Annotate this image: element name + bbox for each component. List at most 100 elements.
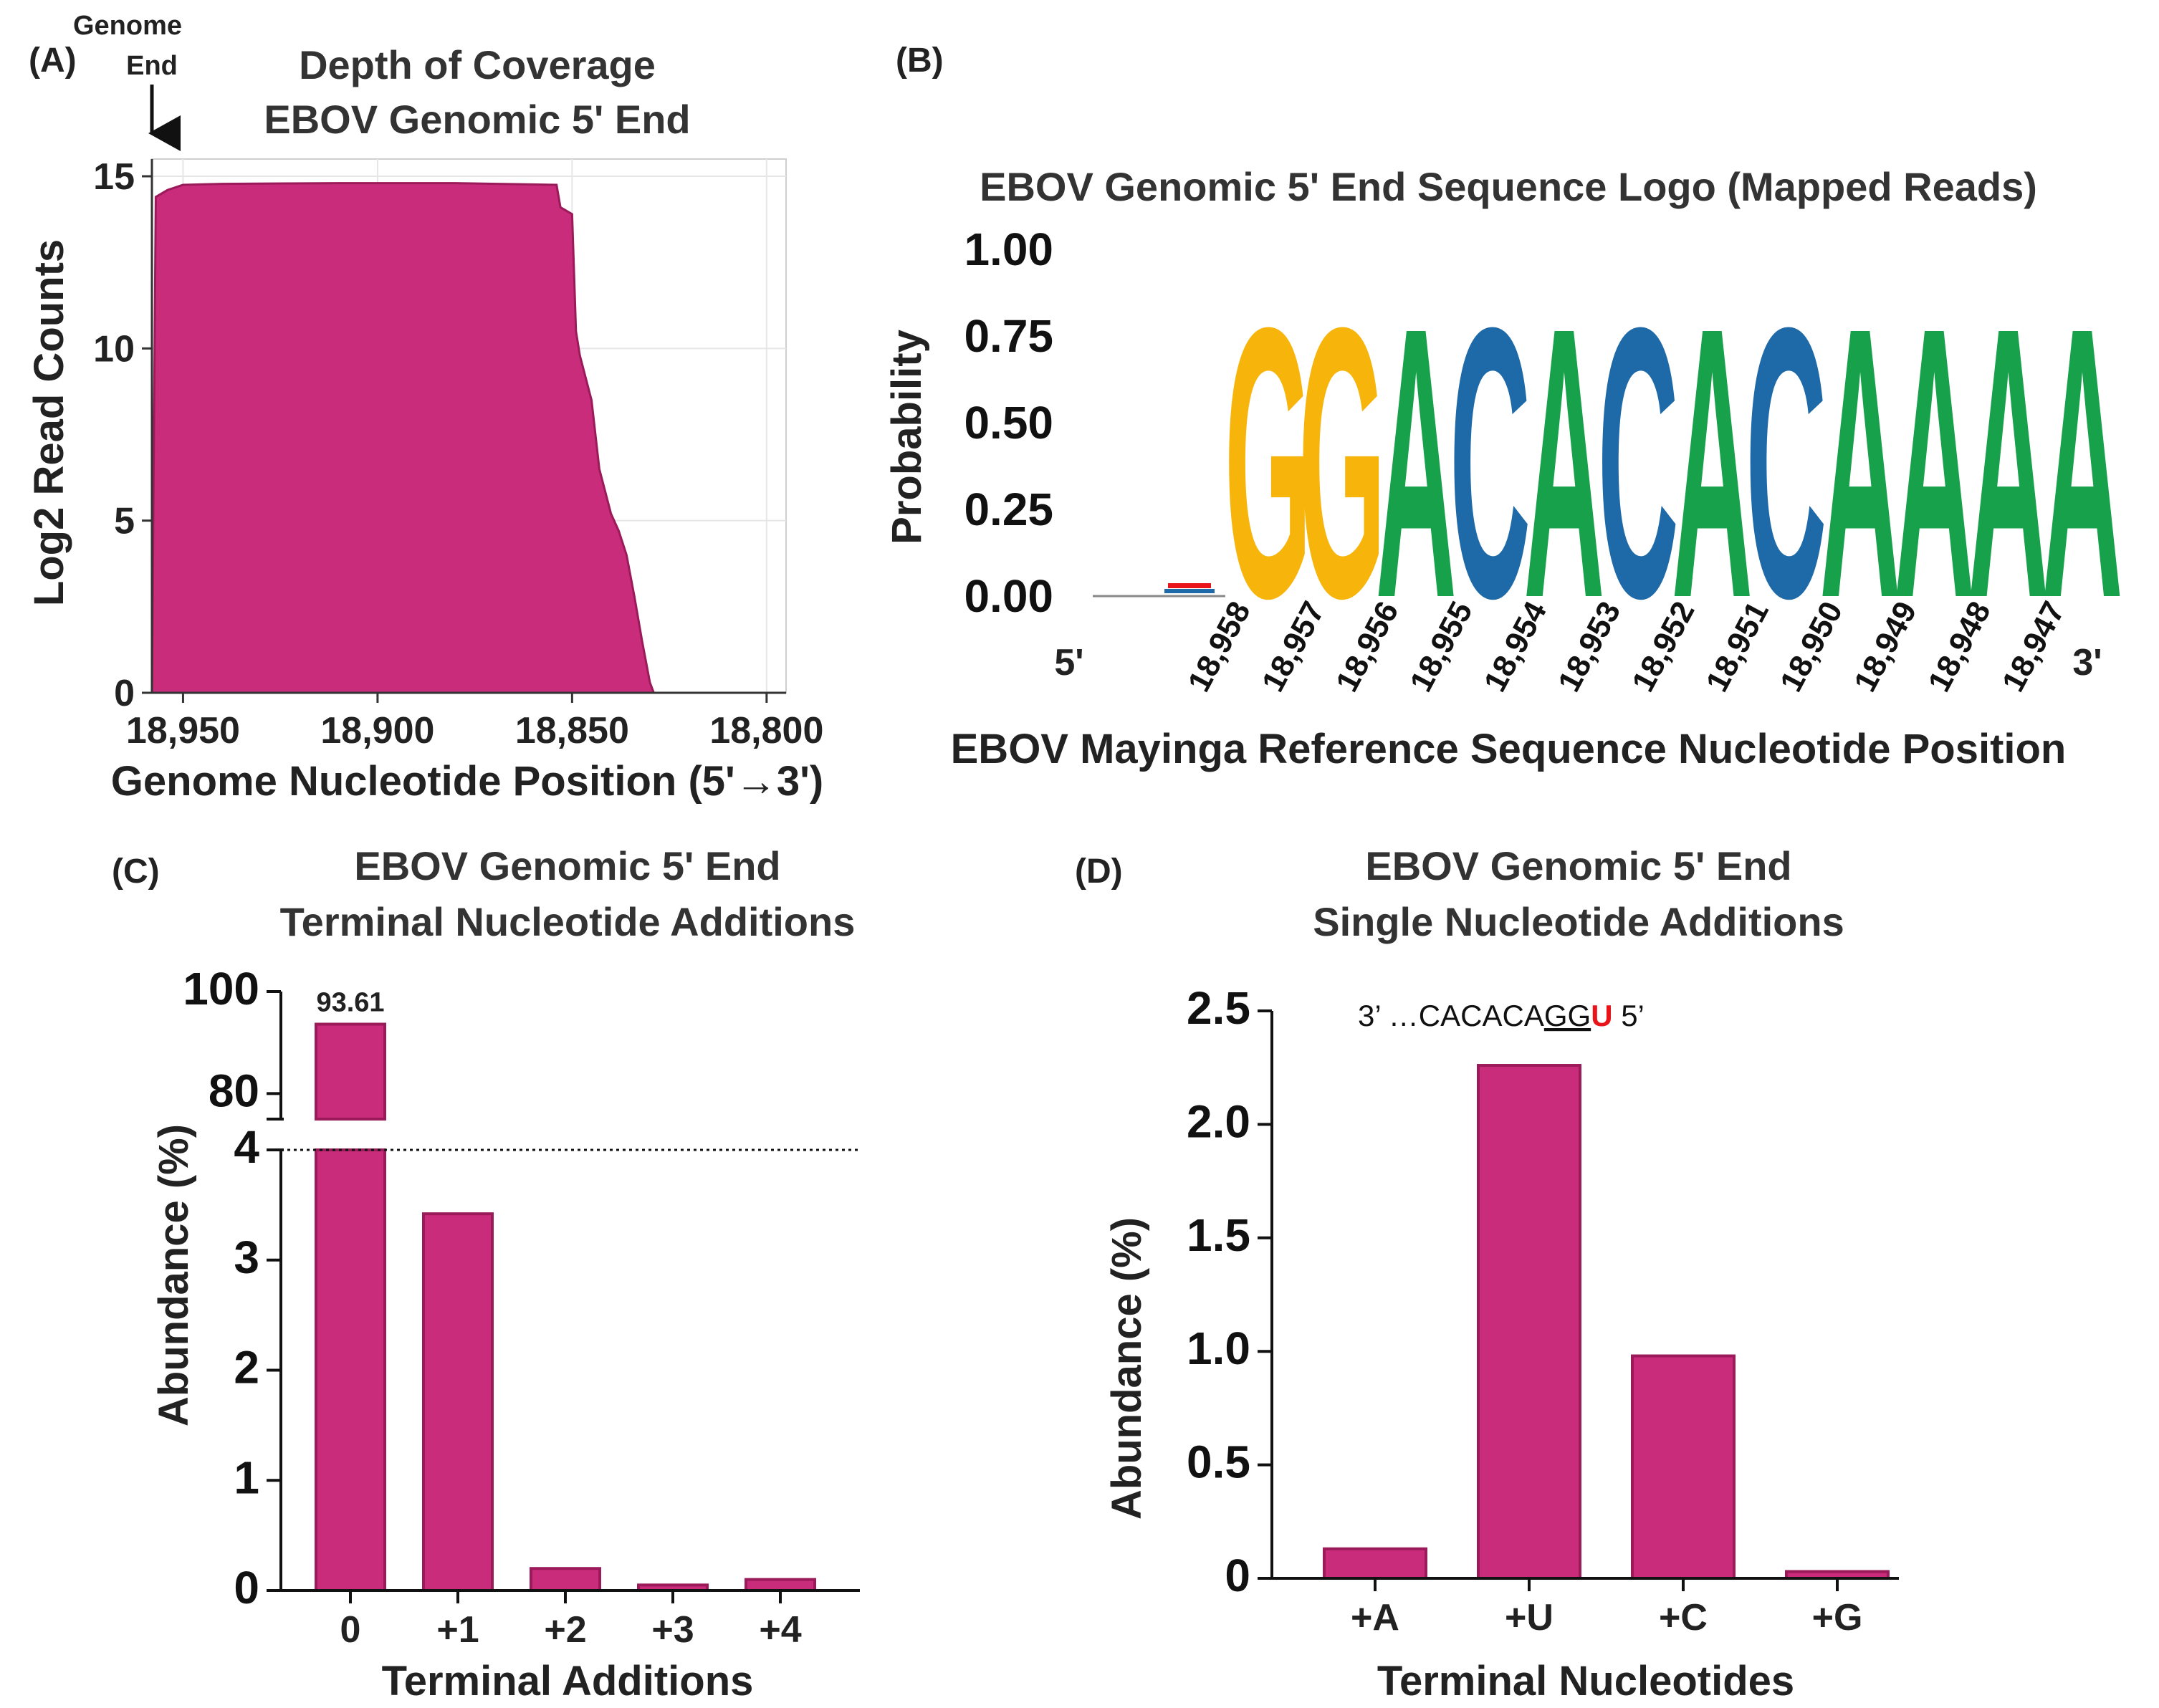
panel-c-y-axis-title: Abundance (%) bbox=[150, 1124, 197, 1426]
panel-b-title: EBOV Genomic 5' End Sequence Logo (Mappe… bbox=[980, 164, 2037, 209]
y-tick-label: 2 bbox=[234, 1342, 259, 1393]
logo-letter-U-small bbox=[1168, 583, 1211, 588]
panel-a-y-axis-title: Log2 Read Counts bbox=[26, 239, 72, 606]
logo-glyph: A bbox=[1894, 247, 1975, 678]
panel-c-title-line1: EBOV Genomic 5' End bbox=[354, 843, 780, 888]
three-prime-label: 3' bbox=[2072, 642, 2102, 683]
y-tick-label: 0 bbox=[234, 1562, 259, 1613]
bar-+4 bbox=[745, 1578, 816, 1592]
panel-c-title-line2: Terminal Nucleotide Additions bbox=[280, 899, 856, 944]
logo-glyph: G bbox=[1298, 247, 1386, 678]
panel-a-ticks: 0 5 10 15 18,950 18,900 18,850 18,800 bbox=[93, 156, 823, 752]
y-tick-label: 5 bbox=[114, 501, 135, 542]
logo-glyph: C bbox=[1450, 247, 1531, 678]
logo-pre-positions bbox=[1093, 583, 1225, 598]
y-tick-label: 4 bbox=[234, 1121, 259, 1173]
logo-letter-A: A bbox=[1672, 247, 1753, 678]
bar-+1 bbox=[422, 1212, 494, 1593]
bar-+U bbox=[1477, 1064, 1581, 1580]
logo-letter-C: C bbox=[1746, 247, 1827, 678]
logo-glyph: A bbox=[1376, 247, 1457, 678]
logo-letter-C: C bbox=[1598, 247, 1679, 678]
bar-+2 bbox=[530, 1567, 601, 1592]
panel-d-y-axis-title: Abundance (%) bbox=[1104, 1217, 1150, 1520]
y-tick-label: 3 bbox=[234, 1232, 259, 1283]
panel-label-a: (A) bbox=[29, 42, 77, 80]
y-tick-label: 10 bbox=[93, 328, 135, 370]
bar-value-label: 93.61 bbox=[316, 987, 384, 1017]
panel-a: (A) Genome End Depth of Coverage EBOV Ge… bbox=[26, 11, 823, 805]
logo-glyph: C bbox=[1598, 247, 1679, 678]
x-tick-label: 0 bbox=[340, 1609, 361, 1651]
y-tick-label: 15 bbox=[93, 156, 135, 198]
x-tick-label: +1 bbox=[436, 1609, 479, 1651]
y-tick-label: 0.00 bbox=[964, 570, 1053, 622]
x-tick-label: +3 bbox=[651, 1609, 694, 1651]
bar-0 bbox=[315, 1148, 386, 1592]
panel-label-d: (D) bbox=[1075, 853, 1123, 891]
panel-d-bars: +A +U +C +G bbox=[1323, 1064, 1890, 1639]
genome-end-label-line1: Genome bbox=[73, 11, 182, 41]
sequence-annotation: 3’ …CACACAGGU 5’ bbox=[1358, 999, 1645, 1032]
logo-glyph: A bbox=[1968, 247, 2049, 678]
panel-a-title-line1: Depth of Coverage bbox=[299, 42, 656, 87]
logo-letter-A: A bbox=[1894, 247, 1975, 678]
logo-letter-G: G bbox=[1298, 247, 1386, 678]
panel-a-title-line2: EBOV Genomic 5' End bbox=[264, 97, 690, 142]
x-tick-label: +G bbox=[1812, 1597, 1863, 1639]
y-tick-label: 0 bbox=[1225, 1550, 1250, 1601]
y-tick-label: 2.5 bbox=[1187, 982, 1250, 1034]
y-tick-label: 0 bbox=[114, 673, 135, 714]
x-tick-label: 18,900 bbox=[320, 710, 434, 752]
panel-d-title-line2: Single Nucleotide Additions bbox=[1313, 899, 1844, 944]
logo-letter-A: A bbox=[1376, 247, 1457, 678]
logo-letter-A: A bbox=[1968, 247, 2049, 678]
panel-c-x-axis-title: Terminal Additions bbox=[382, 1658, 754, 1704]
y-tick-label: 0.50 bbox=[964, 397, 1053, 448]
bar-+A bbox=[1323, 1547, 1427, 1580]
genome-end-label-line2: End bbox=[126, 51, 178, 81]
coverage-area bbox=[150, 182, 656, 694]
panel-d-title-line1: EBOV Genomic 5' End bbox=[1365, 843, 1791, 888]
panel-c: (C) EBOV Genomic 5' End Terminal Nucleot… bbox=[112, 843, 860, 1704]
panel-d: (D) EBOV Genomic 5' End Single Nucleotid… bbox=[1075, 843, 1899, 1704]
panel-label-b: (B) bbox=[896, 42, 944, 80]
y-tick-label: 0.25 bbox=[964, 484, 1053, 535]
y-tick-label: 2.0 bbox=[1187, 1095, 1250, 1147]
panel-b-ticks: 0.00 0.25 0.50 0.75 1.00 bbox=[964, 224, 1053, 622]
logo-glyph: A bbox=[1672, 247, 1753, 678]
logo-glyph: A bbox=[2041, 247, 2122, 678]
x-tick-label: +2 bbox=[544, 1609, 586, 1651]
logo-letter-G: G bbox=[1225, 247, 1312, 678]
logo-letter-A: A bbox=[2041, 247, 2122, 678]
panel-a-axes bbox=[150, 159, 786, 694]
y-tick-label: 1.0 bbox=[1187, 1323, 1250, 1374]
bar-0-upper bbox=[315, 1022, 386, 1121]
x-tick-label: +U bbox=[1505, 1597, 1554, 1639]
panel-c-axes: 0 1 2 3 480 100 bbox=[183, 963, 860, 1613]
x-tick-label: 18,800 bbox=[709, 710, 823, 752]
logo-glyph: G bbox=[1225, 247, 1312, 678]
x-tick-label: +4 bbox=[759, 1609, 801, 1651]
x-tick-label: 18,850 bbox=[515, 710, 629, 752]
panel-a-x-axis-title: Genome Nucleotide Position (5'→3') bbox=[111, 758, 823, 805]
y-tick-label: 0.5 bbox=[1187, 1436, 1250, 1488]
y-tick-label: 100 bbox=[183, 963, 259, 1014]
y-tick-label: 1.00 bbox=[964, 224, 1053, 275]
panel-b-x-axis-title: EBOV Mayinga Reference Sequence Nucleoti… bbox=[951, 726, 2067, 772]
five-prime-label: 5' bbox=[1054, 642, 1083, 683]
logo-letter-C-small bbox=[1164, 589, 1215, 593]
x-tick-label: +C bbox=[1659, 1597, 1708, 1639]
panel-label-c: (C) bbox=[112, 853, 160, 891]
panel-d-x-axis-title: Terminal Nucleotides bbox=[1377, 1658, 1794, 1704]
y-tick-label: 0.75 bbox=[964, 310, 1053, 362]
x-tick-label: 18,950 bbox=[126, 710, 240, 752]
logo-glyph: A bbox=[1820, 247, 1901, 678]
panel-b-y-axis-title: Probability bbox=[884, 330, 930, 544]
y-tick-label: 1.5 bbox=[1187, 1209, 1250, 1261]
y-tick-label: 80 bbox=[209, 1065, 259, 1116]
panel-b: (B) EBOV Genomic 5' End Sequence Logo (M… bbox=[884, 42, 2122, 772]
logo-letter-A: A bbox=[1523, 247, 1604, 678]
